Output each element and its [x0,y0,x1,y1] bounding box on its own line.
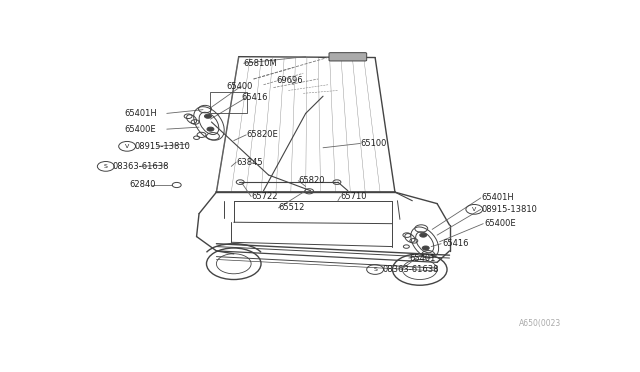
Text: S: S [104,164,108,169]
Text: V: V [125,144,129,149]
Text: 65722: 65722 [251,192,278,201]
Text: 65820E: 65820E [246,130,278,140]
Text: 65416: 65416 [241,93,268,102]
Circle shape [207,127,214,131]
Circle shape [422,246,429,250]
Text: V: V [472,207,476,212]
Text: 08915-13810: 08915-13810 [482,205,538,214]
Text: 08363-61638: 08363-61638 [383,265,439,274]
Text: 62840: 62840 [129,180,156,189]
Text: 65100: 65100 [360,139,387,148]
Text: 65512: 65512 [278,203,305,212]
Text: 69696: 69696 [276,76,303,85]
Text: 65401: 65401 [410,254,436,263]
Circle shape [420,233,427,237]
FancyBboxPatch shape [329,53,367,61]
Text: 63845: 63845 [236,158,263,167]
Text: 08915-13810: 08915-13810 [134,142,191,151]
Text: 65400: 65400 [227,82,253,91]
Text: 65710: 65710 [340,192,367,201]
Text: 65820: 65820 [298,176,324,185]
Text: A650(0023: A650(0023 [519,320,561,328]
Text: 65810M: 65810M [244,59,277,68]
Text: 65400E: 65400E [484,219,516,228]
Text: 65416: 65416 [442,239,468,248]
Text: 65401H: 65401H [482,193,515,202]
Text: S: S [373,267,377,272]
Text: 08363-61638: 08363-61638 [112,162,169,171]
Text: 65401H: 65401H [125,109,157,118]
Circle shape [205,114,211,118]
Text: 65400E: 65400E [125,125,156,134]
